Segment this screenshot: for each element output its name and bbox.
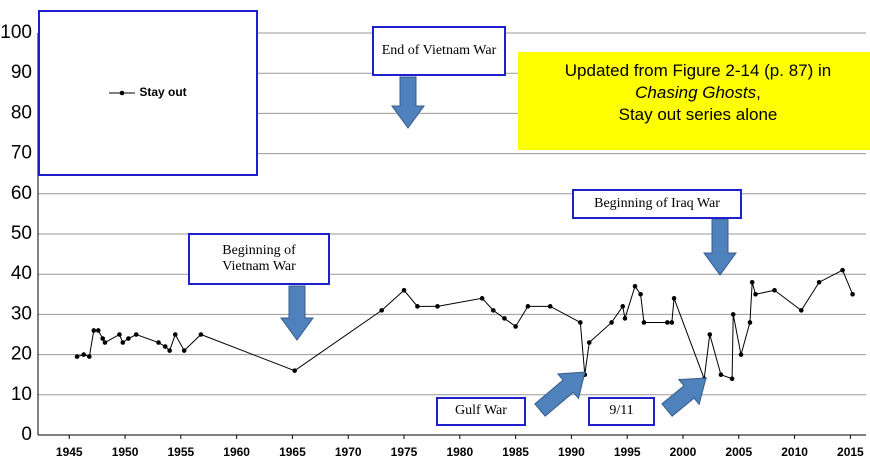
point (718, 372, 724, 378)
y-tick-label: 100 (0, 22, 32, 43)
point (102, 340, 108, 345)
point (415, 304, 420, 309)
point (671, 296, 677, 301)
point (850, 292, 855, 297)
x-tick-label: 2005 (725, 445, 752, 459)
x-tick-label: 1975 (391, 445, 418, 459)
point (181, 348, 187, 353)
x-tick-label: 1960 (223, 445, 250, 459)
point (620, 304, 626, 309)
y-tick-label: 10 (11, 384, 32, 405)
annotation: Gulf War (436, 397, 526, 426)
point (120, 340, 126, 345)
point (435, 304, 440, 309)
point (490, 308, 496, 313)
point (117, 332, 122, 337)
point (95, 328, 101, 333)
x-tick-label: 1995 (614, 445, 641, 459)
point (729, 376, 735, 382)
annotation: Beginning of Vietnam War (188, 233, 330, 285)
point (840, 267, 845, 273)
point (502, 316, 507, 321)
point (632, 283, 638, 289)
point (133, 332, 139, 337)
y-tick-label: 90 (11, 62, 32, 83)
x-tick-label: 2000 (670, 445, 697, 459)
point (156, 340, 161, 345)
point (669, 320, 675, 325)
point (586, 340, 592, 345)
point (167, 348, 172, 353)
x-tick-label: 1985 (502, 445, 529, 459)
point (525, 304, 531, 309)
point (753, 292, 758, 297)
series-line (76, 269, 854, 380)
note-line: Updated from Figure 2-14 (p. 87) in (564, 61, 832, 80)
point (749, 279, 755, 285)
y-tick-label: 40 (11, 263, 32, 284)
note-text: , (756, 83, 761, 103)
y-tick-label: 80 (11, 102, 32, 123)
y-tick-label: 50 (11, 223, 32, 244)
point (162, 344, 168, 349)
x-tick-label: 1945 (56, 445, 83, 459)
point (87, 354, 92, 359)
point (126, 336, 131, 341)
point (513, 324, 518, 329)
point (738, 352, 744, 357)
point (578, 320, 583, 325)
y-tick-label: 20 (11, 344, 32, 365)
point (81, 352, 87, 357)
point (641, 320, 647, 325)
point (798, 308, 804, 313)
arrow (280, 285, 314, 341)
x-tick-label: 1980 (446, 445, 473, 459)
annotation: End of Vietnam War (372, 26, 506, 76)
point (665, 320, 670, 325)
arrow (391, 76, 425, 129)
y-tick-label: 60 (11, 183, 32, 204)
point (609, 320, 614, 325)
point (100, 336, 106, 341)
point (638, 292, 643, 297)
y-tick-label: 70 (11, 143, 32, 164)
point (379, 308, 384, 313)
point (547, 304, 553, 309)
x-tick-label: 1990 (558, 445, 585, 459)
point (91, 328, 97, 333)
point (772, 287, 777, 293)
note-line: Stay out series alone (618, 105, 778, 125)
point (292, 368, 297, 373)
annotation: Beginning of Iraq War (572, 189, 742, 219)
note: Updated from Figure 2-14 (p. 87) in Chas… (518, 52, 870, 150)
legend: Stay out (38, 10, 258, 176)
x-tick-label: 1970 (335, 445, 362, 459)
y-tick-label: 30 (11, 303, 32, 324)
arrow (534, 371, 586, 417)
point (816, 279, 822, 285)
note-italic: Chasing Ghosts (635, 83, 757, 103)
point (172, 332, 178, 337)
point (622, 316, 628, 321)
point (401, 287, 407, 293)
point (747, 320, 753, 325)
x-tick-label: 1955 (167, 445, 194, 459)
x-tick-label: 2010 (781, 445, 808, 459)
point (707, 332, 713, 337)
x-tick-label: 2015 (837, 445, 864, 459)
point (74, 354, 80, 359)
point (479, 296, 485, 301)
arrow (703, 218, 737, 276)
x-tick-label: 1965 (279, 445, 306, 459)
legend-swatch (109, 90, 136, 96)
legend-label: Stay out (139, 85, 187, 100)
arrow (661, 377, 707, 417)
y-tick-label: 0 (21, 424, 32, 445)
x-tick-label: 1950 (112, 445, 139, 459)
point (730, 312, 736, 317)
point (198, 332, 204, 337)
note-line: Chasing Ghosts, (518, 82, 870, 104)
annotation: 9/11 (588, 397, 655, 426)
